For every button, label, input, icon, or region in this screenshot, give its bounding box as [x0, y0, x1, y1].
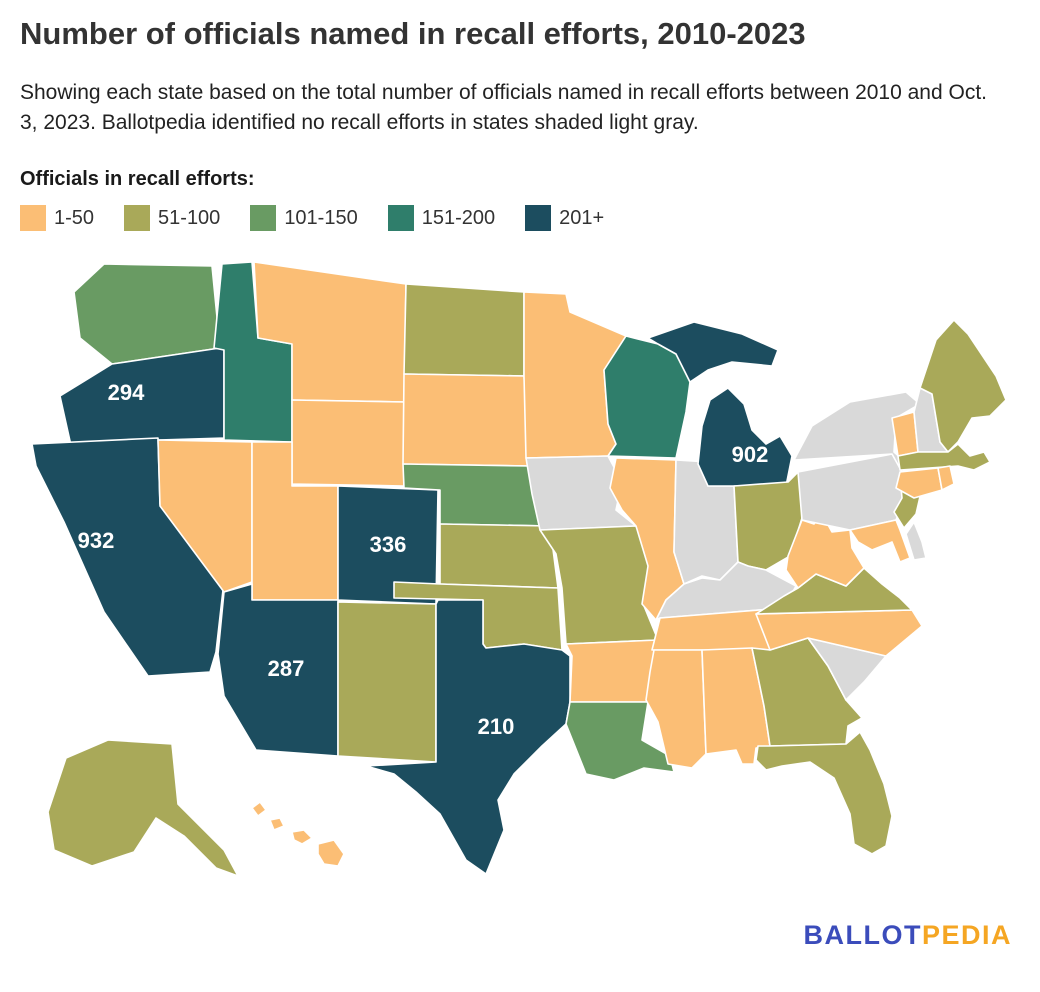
page-title: Number of officials named in recall effo… — [20, 16, 806, 51]
state-louisiana — [565, 701, 675, 781]
legend-bin-label: 201+ — [559, 206, 605, 229]
legend: Officials in recall efforts: 1-50 51-100 1… — [20, 168, 604, 231]
legend-item: 151-200 — [387, 205, 496, 231]
legend-bin-label: 1-50 — [54, 206, 95, 229]
state-maryland — [849, 519, 911, 563]
state-hawaii — [251, 801, 345, 867]
state-west-virginia — [785, 513, 865, 589]
state-iowa — [525, 455, 637, 531]
value-label-arizona: 287 — [268, 656, 305, 681]
state-washington — [73, 263, 221, 365]
state-kansas — [439, 523, 559, 589]
legend-bin-label: 101-150 — [284, 206, 358, 229]
state-connecticut — [895, 467, 943, 499]
subtitle: Showing each state based on the total nu… — [20, 81, 987, 134]
map-svg: 294 932 287 336 210 902 — [31, 261, 1007, 877]
state-texas — [365, 599, 571, 875]
us-choropleth-map: 294 932 287 336 210 902 — [8, 252, 1032, 902]
logo-ballot: BALLOT — [803, 920, 922, 950]
state-michigan — [647, 321, 793, 487]
value-label-texas: 210 — [478, 714, 515, 739]
legend-title: Officials in recall efforts: — [20, 168, 255, 190]
value-label-california: 932 — [78, 528, 115, 553]
state-new-mexico — [337, 601, 437, 763]
legend-item: 101-150 — [250, 205, 358, 231]
state-delaware — [905, 521, 927, 561]
state-pennsylvania — [797, 453, 909, 531]
value-label-michigan: 902 — [732, 442, 769, 467]
states-layer — [31, 261, 1007, 877]
legend-swatch — [250, 205, 277, 231]
state-south-dakota — [402, 373, 531, 467]
legend-swatch — [124, 205, 151, 231]
legend-item: 51-100 — [124, 205, 220, 231]
value-label-colorado: 336 — [370, 532, 407, 557]
legend-swatch — [20, 205, 46, 231]
legend-bin-label: 51-100 — [158, 206, 221, 229]
legend-item: 201+ — [525, 205, 604, 231]
state-nevada — [157, 439, 253, 593]
value-labels-layer: 294 932 287 336 210 902 — [78, 380, 769, 739]
logo-pedia: PEDIA — [921, 920, 1012, 950]
ballotpedia-logo: BALLOTPEDIA — [803, 920, 1012, 951]
legend-item: 1-50 — [20, 205, 94, 231]
state-arkansas — [565, 639, 659, 703]
state-maine — [919, 319, 1007, 453]
legend-swatch — [525, 205, 552, 231]
state-florida — [755, 731, 893, 855]
legend-bin-label: 151-200 — [421, 206, 496, 229]
state-rhode-island — [937, 465, 955, 491]
state-alaska — [47, 739, 239, 877]
state-north-dakota — [403, 283, 525, 377]
legend-swatch — [387, 205, 414, 231]
value-label-oregon: 294 — [108, 380, 145, 405]
legend-items: 1-50 51-100 101-150 151-200 201+ — [20, 205, 604, 231]
state-wyoming — [291, 399, 405, 487]
